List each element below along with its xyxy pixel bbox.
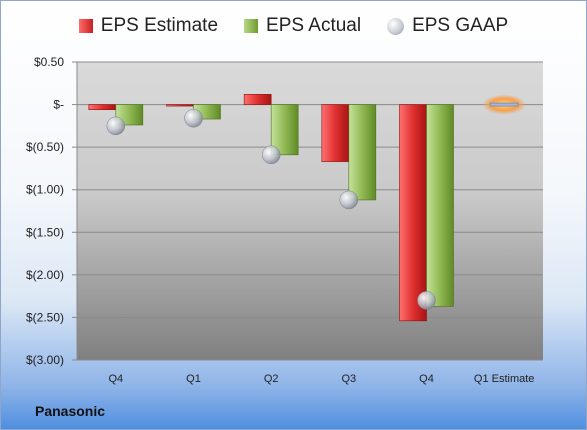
legend-label-estimate: EPS Estimate — [100, 15, 219, 36]
bar-eps-estimate — [399, 104, 427, 322]
point-eps-gaap — [261, 145, 281, 165]
x-tick-label: Q4 — [419, 373, 434, 385]
legend-label-gaap: EPS GAAP — [412, 15, 509, 36]
x-tick-label: Q1 Estimate — [474, 373, 535, 385]
plot-area — [77, 62, 543, 360]
bar-eps-estimate — [88, 104, 117, 110]
bar-eps-actual — [270, 104, 299, 156]
point-eps-gaap — [417, 291, 436, 310]
y-tick-label: $- — [53, 98, 64, 112]
x-tick-label: Q3 — [341, 373, 356, 385]
x-tick-label: Q1 — [186, 373, 201, 385]
point-eps-gaap — [106, 116, 126, 136]
green-bar-swatch-icon — [244, 19, 259, 33]
bar-eps-actual — [348, 104, 377, 201]
bar-eps-actual — [426, 104, 454, 307]
red-bar-swatch-icon — [78, 19, 93, 33]
y-tick-label: $0.50 — [34, 55, 64, 69]
y-tick-label: $(2.50) — [26, 310, 64, 324]
legend-item-actual: EPS Actual — [244, 15, 361, 37]
bar-eps-actual — [489, 102, 519, 107]
y-tick-label: $(1.50) — [26, 225, 64, 239]
bar-eps-estimate — [321, 104, 350, 162]
x-tick-label: Q4 — [108, 373, 123, 385]
legend-item-estimate: EPS Estimate — [78, 15, 219, 37]
bar-eps-estimate — [243, 94, 272, 105]
y-tick-label: $(2.00) — [26, 268, 64, 282]
gridlines — [72, 61, 543, 361]
company-name: Panasonic — [35, 403, 106, 419]
gray-sphere-swatch-icon — [387, 17, 405, 35]
legend-label-actual: EPS Actual — [266, 15, 362, 36]
y-tick-label: $(3.00) — [26, 353, 64, 367]
x-tick-label: Q2 — [264, 373, 279, 385]
point-eps-gaap — [339, 190, 359, 210]
bar-eps-estimate — [166, 104, 194, 107]
bars — [88, 94, 527, 322]
x-axis-tick-labels: Q4 Q1 Q2 Q3 Q4 Q1 Estimate — [108, 373, 534, 385]
y-tick-label: $(1.00) — [26, 183, 64, 197]
legend: EPS Estimate EPS Actual EPS GAAP — [1, 15, 586, 37]
point-eps-gaap — [184, 108, 203, 128]
y-axis-tick-labels: $0.50 $- $(0.50) $(1.00) $(1.50) $(2.00) $(2.5… — [26, 55, 64, 367]
legend-item-gaap: EPS GAAP — [387, 15, 508, 37]
y-tick-label: $(0.50) — [26, 140, 64, 154]
